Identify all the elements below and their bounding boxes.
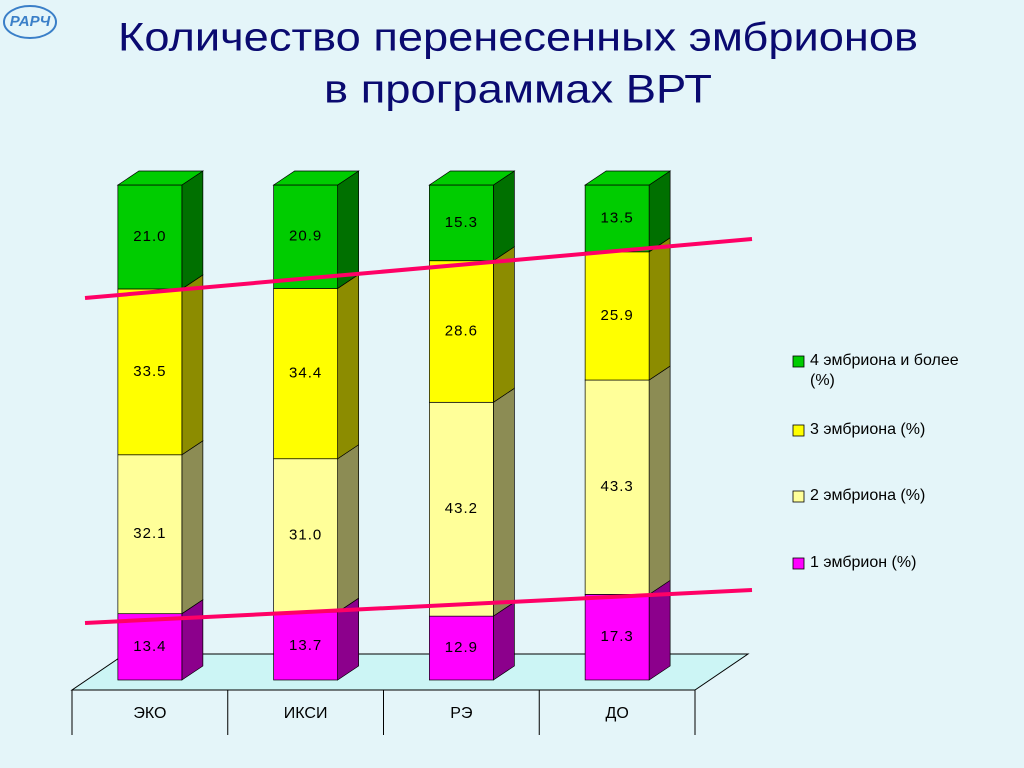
data-label: 34.4 [289,365,322,382]
legend-swatch [792,355,805,368]
bar [273,184,338,289]
bar [584,379,650,595]
data-label: 13.4 [133,638,166,655]
x-tick-label: ИКСИ [284,705,328,722]
bar-side-shade [493,246,515,403]
chart-title: Количество перенесенных эмбрионов [118,16,918,60]
x-tick-label: ДО [605,705,628,722]
legend-label: 2 эмбриона (%) [810,487,926,504]
legend-label: 4 эмбриона и более (%) [810,352,959,389]
bar-side-shade [337,274,359,459]
bar-top [116,170,205,186]
legend-swatch [792,490,805,503]
data-label: 17.3 [601,628,634,645]
data-label: 12.9 [445,639,478,656]
legend-swatch [792,557,805,570]
data-label: 31.0 [289,526,322,543]
data-label: 21.0 [133,228,166,245]
bar [429,615,494,681]
bar-side-shade [649,580,671,680]
legend-swatch [792,424,805,437]
legend-label: 3 эмбриона (%) [810,421,926,438]
bar-side-shade [337,444,359,613]
bar-side-shade [649,366,671,595]
chart-title: в программах ВРТ [324,68,712,112]
bar [273,458,338,613]
bar [117,288,183,456]
data-label: 13.7 [289,637,322,654]
bar-side-shade [181,274,203,455]
data-label: 33.5 [133,363,166,380]
bar-side-shade [337,598,359,680]
bar-side-shade [181,440,203,614]
data-label: 43.2 [445,500,478,517]
data-label: 43.3 [601,478,634,495]
legend-label: 1 эмбрион (%) [810,554,917,571]
logo: РАРЧ [10,13,51,30]
bar-side-shade [493,171,515,261]
bar [117,454,183,615]
bar-side-shade [493,602,515,680]
bar [429,184,494,262]
x-tick-label: ЭКО [133,705,166,722]
bar [429,401,494,617]
data-label: 13.5 [601,209,634,226]
bar-top [272,170,360,186]
bar-side-shade [649,237,671,381]
bar-top [428,170,516,186]
bar-side-shade [337,171,359,289]
bar-side-shade [649,171,671,252]
trend-line [84,588,753,625]
bar [584,594,650,681]
data-label: 32.1 [133,525,166,542]
data-label: 28.6 [445,322,478,339]
logo-ring [3,5,57,39]
bars: 13.4 32.1 33.5 21.0 13.7 31.0 34.4 20.9 12.9 43.2… [116,170,672,681]
data-label: 15.3 [445,214,478,231]
bar-side-shade [493,388,515,617]
bar-side-shade [181,171,203,289]
x-tick-label: РЭ [450,705,472,722]
bar-top [583,170,672,186]
bar [273,611,338,681]
data-label: 20.9 [289,228,322,245]
trend-line [84,237,753,300]
data-label: 25.9 [601,307,634,324]
bar [117,184,183,290]
